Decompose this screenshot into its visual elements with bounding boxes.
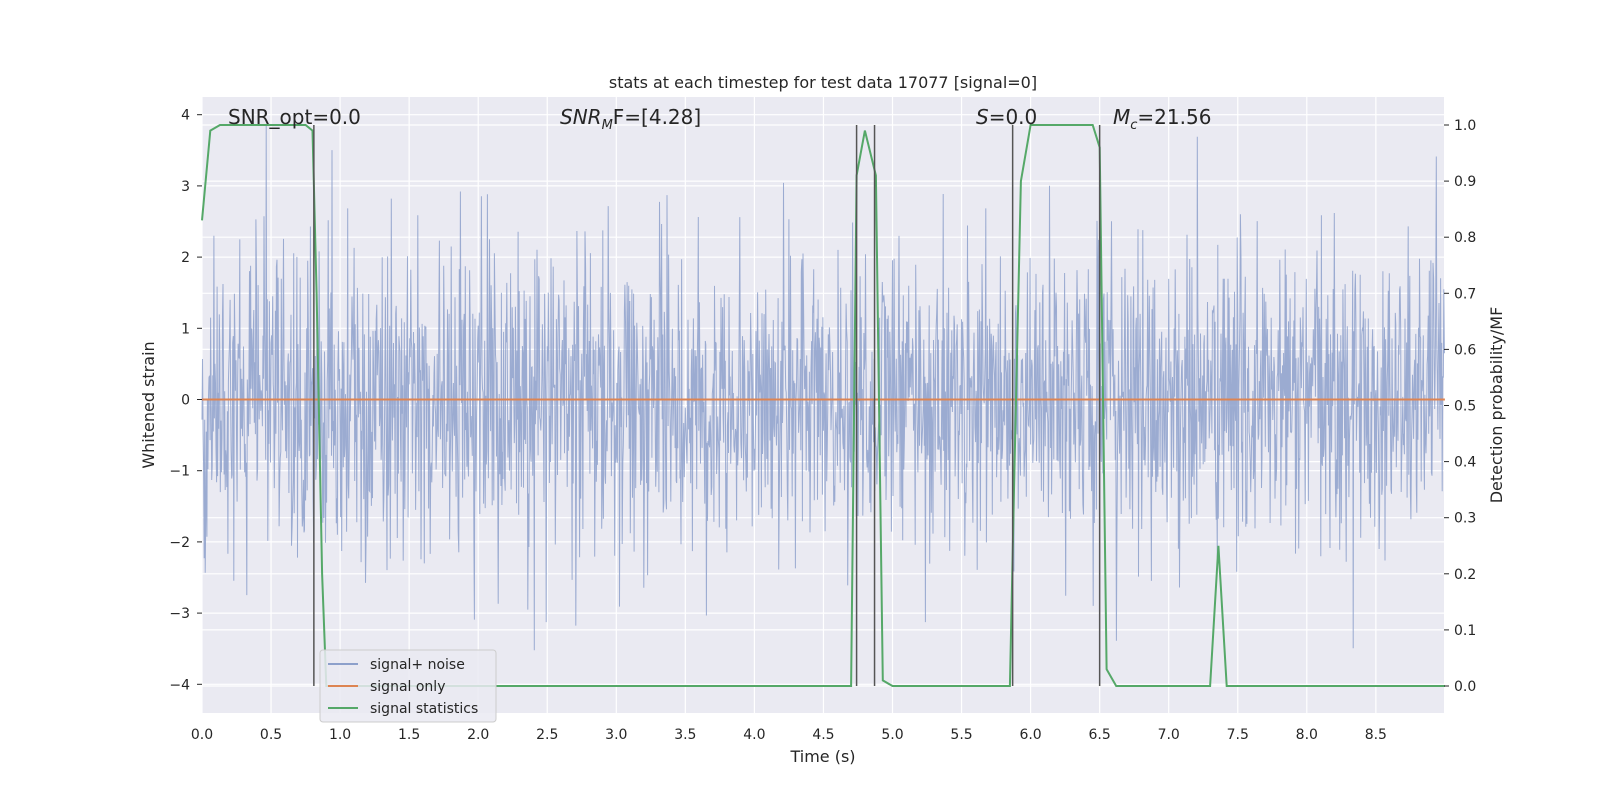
x-tick-label: 1.5 bbox=[398, 727, 420, 743]
x-tick-label: 3.5 bbox=[674, 727, 696, 743]
legend-box bbox=[319, 649, 497, 723]
x-tick-label: 8.5 bbox=[1365, 727, 1387, 743]
x-tick-label: 5.0 bbox=[881, 727, 903, 743]
legend-label-signal: signal only bbox=[370, 679, 445, 695]
x-tick-label: 2.5 bbox=[536, 727, 558, 743]
y2-tick-label: 0.3 bbox=[1454, 511, 1476, 527]
y2-tick-label: 0.4 bbox=[1454, 455, 1476, 471]
tick-labels: 0.0 0.5 1.0 1.5 2.0 2.5 3.0 3.5 4.0 4.5 5.0 5.5 6.0 6… bbox=[169, 108, 1476, 743]
legend-label-stats: signal statistics bbox=[370, 701, 478, 717]
y2-tick-label: 0.7 bbox=[1454, 286, 1476, 302]
x-tick-label: 8.0 bbox=[1296, 727, 1318, 743]
y2-tick-label: 0.0 bbox=[1454, 679, 1476, 695]
y2-tick-label: 0.8 bbox=[1454, 230, 1476, 246]
y-tick-label: 1 bbox=[181, 321, 190, 337]
x-tick-label: 2.0 bbox=[467, 727, 489, 743]
y-axis-label: Whitened strain bbox=[139, 341, 158, 468]
chart-title: stats at each timestep for test data 170… bbox=[609, 73, 1037, 92]
annotation-mc: Mc=21.56 bbox=[1113, 105, 1211, 133]
y-tick-label: 2 bbox=[181, 250, 190, 266]
y2-tick-label: 0.5 bbox=[1454, 399, 1476, 415]
legend-label-noise: signal+ noise bbox=[370, 657, 465, 673]
x-tick-label: 0.0 bbox=[191, 727, 213, 743]
y2-tick-label: 0.2 bbox=[1454, 567, 1476, 583]
y-tick-label: −2 bbox=[169, 535, 190, 551]
x-tick-label: 6.5 bbox=[1089, 727, 1111, 743]
y-tick-label: 3 bbox=[181, 179, 190, 195]
y2-axis-label: Detection probability/MF bbox=[1487, 307, 1506, 504]
x-tick-label: 7.0 bbox=[1158, 727, 1180, 743]
y2-tick-label: 0.1 bbox=[1454, 623, 1476, 639]
noise-series-line bbox=[201, 125, 1445, 651]
x-tick-label: 5.5 bbox=[950, 727, 972, 743]
y-tick-label: 4 bbox=[181, 108, 190, 124]
x-tick-label: 4.0 bbox=[743, 727, 765, 743]
y-tick-label: 0 bbox=[181, 393, 190, 409]
vertical-markers bbox=[313, 125, 1101, 686]
x-tick-label: 7.5 bbox=[1227, 727, 1249, 743]
y2-tick-label: 1.0 bbox=[1454, 118, 1476, 134]
annotation-snr-opt: SNR_opt=0.0 bbox=[228, 105, 361, 129]
x-tick-label: 3.0 bbox=[605, 727, 627, 743]
y2-tick-label: 0.6 bbox=[1454, 342, 1476, 358]
legend: signal+ noise signal only signal statist… bbox=[319, 649, 497, 723]
y2-tick-label: 0.9 bbox=[1454, 174, 1476, 190]
x-tick-label: 0.5 bbox=[260, 727, 282, 743]
x-tick-label: 4.5 bbox=[812, 727, 834, 743]
y-tick-label: −1 bbox=[169, 464, 190, 480]
x-tick-label: 6.0 bbox=[1019, 727, 1041, 743]
y-tick-label: −4 bbox=[169, 677, 190, 693]
x-tick-label: 1.0 bbox=[329, 727, 351, 743]
annotation-s: S=0.0 bbox=[976, 105, 1037, 129]
x-axis-label: Time (s) bbox=[789, 747, 855, 766]
noise-series bbox=[201, 125, 1445, 651]
annotation-snr-mf: SNRMF=[4.28] bbox=[560, 105, 701, 133]
y-tick-label: −3 bbox=[169, 606, 190, 622]
